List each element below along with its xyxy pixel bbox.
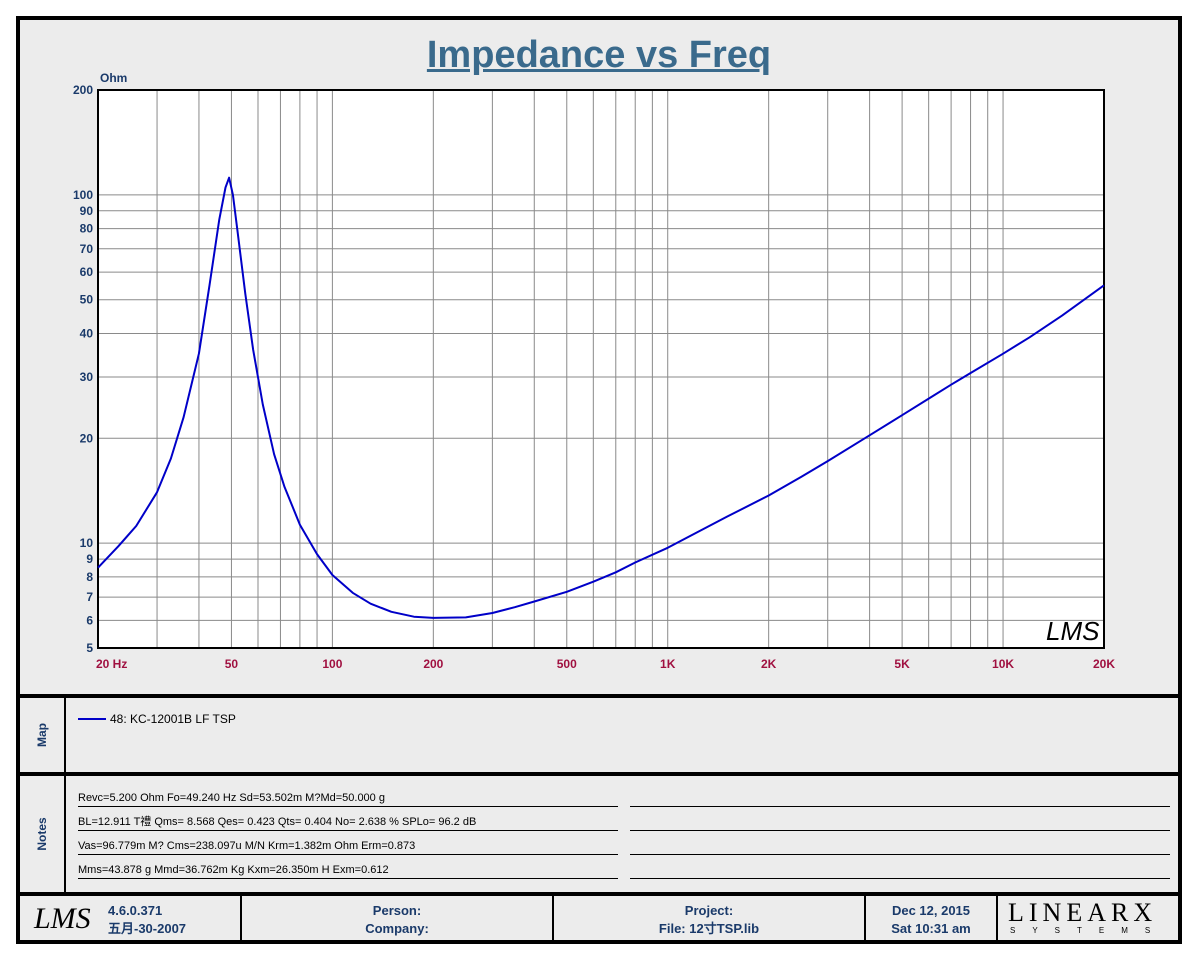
x-tick-label: 2K [761, 657, 777, 671]
x-tick-label: 10K [992, 657, 1014, 671]
report-frame: Impedance vs Freq 20 Hz 50 100 200 500 1K 2K 5K… [16, 16, 1182, 944]
notes-label-box: Notes [20, 776, 66, 892]
separator [20, 772, 1178, 776]
y-tick-label: 90 [80, 204, 94, 218]
linearx-systems-text: SYSTEMS [1010, 926, 1168, 935]
linearx-logo: LINEARX [1008, 898, 1158, 927]
impedance-curve [97, 176, 1105, 619]
person-label: Person: [372, 903, 422, 918]
y-tick-label: 8 [86, 570, 93, 584]
plot-area [98, 90, 1104, 648]
report-date: Dec 12, 2015 [891, 903, 971, 918]
legend-entry-label: 48: KC-12001B LF TSP [110, 712, 236, 726]
footer-date-cell: Dec 12, 2015 Sat 10:31 am [866, 896, 998, 944]
chart-title: Impedance vs Freq [426, 34, 772, 76]
note-line: BL=12.911 T禮 Qms= 8.568 Qes= 0.423 Qts= … [78, 814, 618, 831]
y-tick-label: 50 [80, 293, 94, 307]
series-layer [97, 176, 1105, 619]
y-tick-label: 20 [80, 431, 94, 445]
x-tick-label: 1K [660, 657, 676, 671]
notes-label: Notes [35, 817, 49, 851]
y-tick-label: 9 [86, 552, 93, 566]
separator [20, 892, 1178, 896]
y-tick-label: 200 [73, 83, 93, 97]
build-date: 五月-30-2007 [108, 921, 187, 936]
version-number: 4.6.0.371 [108, 903, 163, 918]
lms-logo: LMS [34, 902, 91, 935]
y-tick-label: 7 [86, 590, 93, 604]
notes-panel: Notes Revc=5.200 Ohm Fo=49.240 Hz Sd=53.… [20, 776, 1178, 892]
x-tick-label: 20 Hz [96, 657, 127, 671]
map-label: Map [35, 723, 49, 747]
y-tick-label: 80 [80, 222, 94, 236]
note-line: Revc=5.200 Ohm Fo=49.240 Hz Sd=53.502m M… [78, 790, 618, 807]
separator [20, 694, 1178, 698]
y-tick-label: 100 [73, 188, 93, 202]
x-tick-label: 200 [423, 657, 443, 671]
map-panel: Map 48: KC-12001B LF TSP [20, 698, 1178, 772]
note-line: Vas=96.779m M? Cms=238.097u M/N Krm=1.38… [78, 838, 618, 855]
y-tick-label: 10 [80, 536, 94, 550]
grid [98, 90, 1104, 648]
report-time: Sat 10:31 am [891, 921, 971, 936]
footer-project-cell: Project: File: 12寸TSP.lib [554, 896, 866, 944]
x-tick-label: 100 [322, 657, 342, 671]
y-tick-label: 5 [86, 641, 93, 655]
y-axis-label: Ohm [100, 71, 127, 85]
impedance-chart: 20 Hz 50 100 200 500 1K 2K 5K 10K 20K 5 6 7 8 9 10 20 30… [73, 71, 1115, 671]
note-line: Mms=43.878 g Mmd=36.762m Kg Kxm=26.350m … [78, 862, 618, 879]
plot-border [97, 89, 1105, 649]
footer-version-cell: LMS 4.6.0.371 五月-30-2007 [20, 896, 242, 944]
y-tick-label: 40 [80, 326, 94, 340]
note-blank-line [630, 838, 1170, 855]
project-label: Project: [684, 903, 734, 918]
y-tick-label: 6 [86, 613, 93, 627]
y-tick-label: 60 [80, 265, 94, 279]
chart-panel: Impedance vs Freq 20 Hz 50 100 200 500 1K 2K 5K… [20, 20, 1178, 694]
note-blank-line [630, 790, 1170, 807]
x-tick-label: 50 [225, 657, 239, 671]
x-tick-label: 5K [894, 657, 910, 671]
note-blank-line [630, 814, 1170, 831]
footer: LMS 4.6.0.371 五月-30-2007 Person: Company… [20, 896, 1178, 944]
x-axis-ticks: 20 Hz 50 100 200 500 1K 2K 5K 10K 20K [96, 657, 1115, 671]
y-tick-label: 30 [80, 370, 94, 384]
y-tick-label: 70 [80, 242, 94, 256]
footer-brand-cell: LINEARX SYSTEMS [998, 896, 1178, 944]
footer-person-cell: Person: Company: [242, 896, 554, 944]
company-label: Company: [365, 921, 429, 936]
map-label-box: Map [20, 698, 66, 772]
legend-entry: 48: KC-12001B LF TSP [78, 712, 236, 726]
lms-watermark: LMS [1046, 616, 1100, 646]
legend-line-swatch [78, 718, 106, 720]
x-tick-label: 20K [1093, 657, 1115, 671]
y-axis-ticks: 5 6 7 8 9 10 20 30 40 50 60 70 80 90 100 200 [73, 83, 93, 655]
x-tick-label: 500 [557, 657, 577, 671]
note-blank-line [630, 862, 1170, 879]
file-label: File: 12寸TSP.lib [658, 921, 760, 936]
